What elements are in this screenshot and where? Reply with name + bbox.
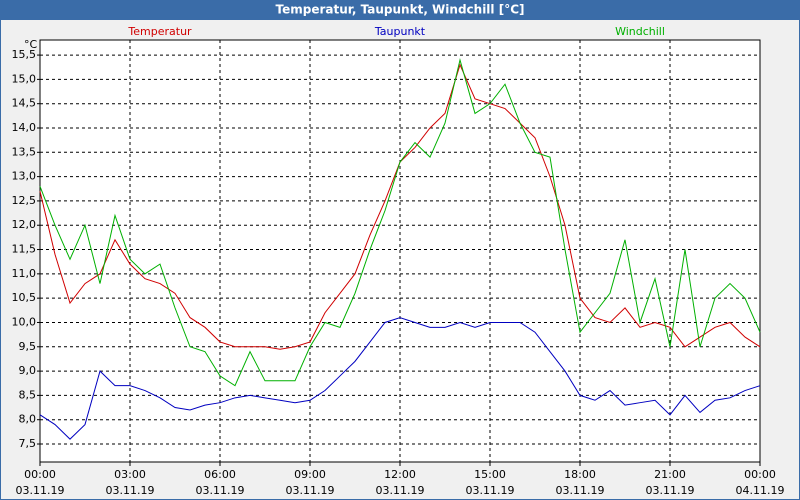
y-tick-label: 10,5 — [12, 291, 37, 304]
y-tick-label: 10,0 — [12, 315, 37, 328]
legend-entry: Taupunkt — [374, 25, 426, 38]
y-tick-label: 7,5 — [19, 437, 37, 450]
y-tick-label: 9,5 — [19, 340, 37, 353]
y-tick-label: 15,5 — [12, 48, 37, 61]
y-tick-label: 8,5 — [19, 388, 37, 401]
x-tick-label: 00:00 — [744, 468, 776, 481]
y-tick-label: 9,0 — [19, 364, 37, 377]
x-tick-date: 03.11.19 — [196, 484, 245, 497]
x-tick-date: 03.11.19 — [286, 484, 335, 497]
chart-title: Temperatur, Taupunkt, Windchill [°C] — [276, 3, 525, 17]
x-tick-label: 06:00 — [204, 468, 236, 481]
x-tick-label: 15:00 — [474, 468, 506, 481]
x-tick-date: 03.11.19 — [376, 484, 425, 497]
x-tick-date: 03.11.19 — [646, 484, 695, 497]
title-bar — [0, 0, 800, 20]
legend-entry: Windchill — [615, 25, 665, 38]
y-tick-label: 11,0 — [12, 267, 37, 280]
y-tick-label: 12,0 — [12, 218, 37, 231]
x-tick-date: 03.11.19 — [556, 484, 605, 497]
x-tick-label: 00:00 — [24, 468, 56, 481]
x-tick-label: 03:00 — [114, 468, 146, 481]
y-tick-label: 15,0 — [12, 72, 37, 85]
y-tick-label: 14,0 — [12, 121, 37, 134]
y-tick-label: 13,5 — [12, 145, 37, 158]
x-tick-date: 04.11.19 — [736, 484, 785, 497]
x-tick-date: 03.11.19 — [466, 484, 515, 497]
x-tick-label: 21:00 — [654, 468, 686, 481]
x-tick-label: 09:00 — [294, 468, 326, 481]
y-tick-label: 12,5 — [12, 194, 37, 207]
y-tick-label: 14,5 — [12, 97, 37, 110]
y-unit: °C — [24, 38, 38, 51]
legend-entry: Temperatur — [127, 25, 192, 38]
y-tick-label: 13,0 — [12, 170, 37, 183]
series-line — [39, 317, 761, 440]
y-tick-label: 8,0 — [19, 413, 37, 426]
series-line — [39, 57, 761, 387]
x-tick-date: 03.11.19 — [106, 484, 155, 497]
x-tick-label: 18:00 — [564, 468, 596, 481]
y-tick-label: 11,5 — [12, 243, 37, 256]
x-tick-label: 12:00 — [384, 468, 416, 481]
x-tick-date: 03.11.19 — [16, 484, 65, 497]
